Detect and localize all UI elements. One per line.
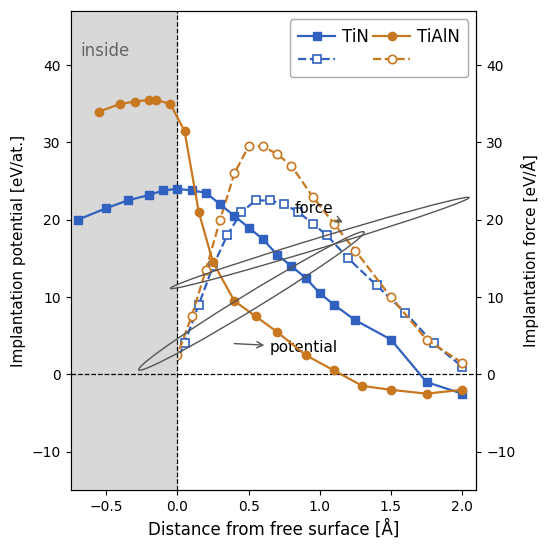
Legend: TiN, , TiAlN, : TiN, , TiAlN, — [290, 19, 468, 77]
Y-axis label: Implantation potential [eV/at.]: Implantation potential [eV/at.] — [11, 135, 26, 367]
Text: potential: potential — [234, 340, 338, 355]
Text: inside: inside — [81, 42, 130, 60]
Bar — [70, 11, 178, 490]
Text: force: force — [294, 201, 342, 222]
Y-axis label: Implantation force [eV/Å]: Implantation force [eV/Å] — [521, 154, 539, 347]
X-axis label: Distance from free surface [Å]: Distance from free surface [Å] — [148, 520, 399, 539]
